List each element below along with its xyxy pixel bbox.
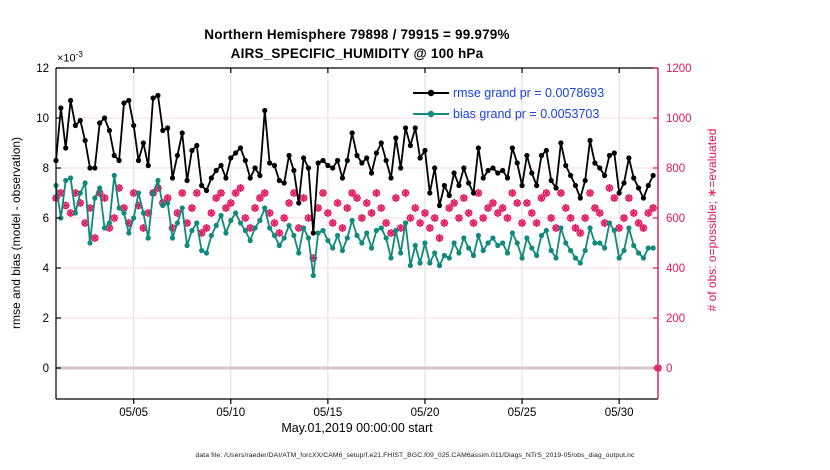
chart-subtitle: AIRS_SPECIFIC_HUMIDITY @ 100 hPa (230, 46, 484, 61)
x-axis-label: May.01,2019 00:00:00 start (281, 421, 433, 435)
y-axis-multiplier-base: ×10 (57, 52, 76, 65)
y-right-tick-label: 1000 (666, 113, 692, 125)
x-tick-label: 05/20 (411, 407, 440, 419)
legend: rmse grand pr = 0.0078693 bias grand pr … (413, 82, 604, 124)
legend-item-bias: bias grand pr = 0.0053703 (413, 103, 604, 124)
y-left-tick-label: 6 (43, 213, 49, 225)
y-left-tick-label: 2 (43, 313, 49, 325)
axes-frame (55, 67, 659, 400)
bias-series (53, 172, 656, 279)
y-left-tick-label: 0 (43, 363, 49, 375)
x-tick-label: 05/15 (313, 407, 342, 419)
rmse-series (53, 92, 656, 236)
chart-title: Northern Hemisphere 79898 / 79915 = 99.9… (204, 27, 510, 42)
x-tick-label: 05/05 (119, 407, 148, 419)
y-right-tick-label: 400 (666, 263, 685, 275)
y-right-tick-label: 800 (666, 163, 685, 175)
y-left-tick-label: 8 (43, 163, 49, 175)
data-file-caption: data file: /Users/raeder/DAI/ATM_forcXX/… (195, 452, 635, 459)
legend-label-bias: bias grand pr = 0.0053703 (453, 106, 600, 121)
y-right-tick-label: 1200 (666, 63, 692, 75)
y-axis-label-right: # of obs: o=possible; ∗=evaluated (705, 128, 719, 312)
y-right-tick-label: 600 (666, 213, 685, 225)
grid-lines (56, 68, 658, 399)
legend-item-rmse: rmse grand pr = 0.0078693 (413, 82, 604, 103)
legend-label-rmse: rmse grand pr = 0.0078693 (453, 85, 605, 100)
obs-count-series (52, 184, 662, 372)
y-left-tick-label: 12 (36, 63, 49, 75)
bias-line-swatch (413, 110, 449, 117)
y-left-tick-label: 10 (36, 113, 49, 125)
y-axis-multiplier: ×10-3 (57, 50, 83, 65)
y-axis-multiplier-exponent: -3 (75, 50, 83, 59)
y-axis-label-left: rmse and bias (model - observation) (9, 136, 23, 330)
x-tick-label: 05/10 (216, 407, 245, 419)
y-left-tick-label: 4 (43, 263, 50, 275)
x-tick-label: 05/30 (605, 407, 634, 419)
axis-ticks (56, 67, 658, 404)
rmse-line-swatch (413, 89, 449, 96)
x-tick-label: 05/25 (508, 407, 537, 419)
tick-labels: 05/05 05/10 05/15 05/20 05/25 05/300246810120… (36, 63, 691, 419)
y-right-tick-label: 200 (666, 313, 685, 325)
y-right-tick-label: 0 (666, 363, 672, 375)
